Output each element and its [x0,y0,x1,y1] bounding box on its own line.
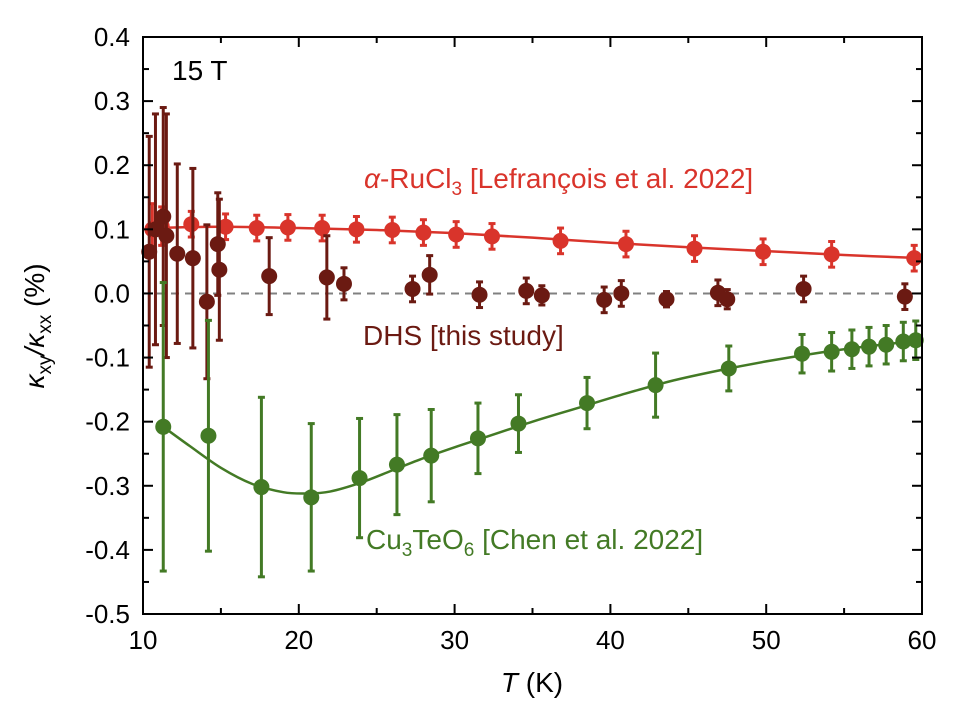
y-tick-label: 0.3 [94,86,130,116]
series-cu3teo6 [155,281,924,579]
data-point [335,275,352,292]
data-point [279,219,296,236]
data-point [471,286,488,303]
series-label-cu3teo6: Cu3TeO6 [Chen et al. 2022] [366,524,703,561]
data-point [895,333,912,350]
data-point [794,345,811,362]
y-tick-label: -0.1 [85,343,130,373]
data-point [217,218,234,235]
y-tick-label: 0.0 [94,278,130,308]
plot-marks [141,106,924,579]
data-point [184,250,201,267]
data-point [155,208,172,225]
fit-curve-rucl3 [152,225,923,260]
data-point [248,220,265,237]
data-point [823,246,840,263]
data-point [469,430,486,447]
data-point [907,332,924,349]
data-point [384,221,401,238]
data-point [253,479,270,496]
data-point [404,280,421,297]
data-point [719,291,736,308]
data-point [843,341,860,358]
data-point [141,243,158,260]
axis-ticks [142,36,923,615]
x-tick-label: 50 [752,625,781,655]
y-axis-title: κxy/κxx (%) [19,263,56,388]
data-point [421,266,438,283]
y-tick-label: 0.2 [94,150,130,180]
data-point [647,377,664,394]
data-point [303,489,320,506]
x-tick-label: 30 [440,625,469,655]
data-point [388,456,405,473]
x-tick-label: 20 [284,625,313,655]
series-label-dhs: DHS [this study] [363,320,564,351]
data-point [613,285,630,302]
data-point [720,360,737,377]
data-point [423,447,440,464]
data-point [318,269,335,286]
x-tick-labels: 10 20 30 40 50 60 [129,625,937,655]
data-point [415,224,432,241]
field-label: 15 T [172,55,228,86]
y-tick-label: 0.1 [94,214,130,244]
data-point [158,227,175,244]
x-tick-label: 10 [129,625,158,655]
data-point [483,228,500,245]
x-tick-label: 60 [908,625,937,655]
data-point [579,395,596,412]
data-point [596,291,613,308]
data-point [533,287,550,304]
y-tick-label: 0.4 [94,22,130,52]
y-tick-label: -0.5 [85,599,130,629]
data-point [183,216,200,233]
x-axis-title: T (K) [501,667,563,698]
data-point [510,415,527,432]
series-dhs [141,106,913,381]
y-tick-labels: -0.5 -0.4 -0.3 -0.2 -0.1 0.0 0.1 0.2 0.3 0.4 [85,22,130,629]
series-label-rucl3: α-RuCl3 [Lefrançois et al. 2022] [364,163,753,200]
data-point [211,261,228,278]
y-tick-label: -0.3 [85,471,130,501]
data-point [155,418,172,435]
data-point [658,291,675,308]
data-point [169,245,186,262]
data-point [198,293,215,310]
y-tick-label: -0.2 [85,407,130,437]
data-point [552,232,569,249]
data-point [518,282,535,299]
data-point [351,470,368,487]
data-point [686,240,703,257]
data-point [823,343,840,360]
data-point [200,427,217,444]
x-tick-label: 40 [596,625,625,655]
data-point [878,336,895,353]
data-point [314,220,331,237]
data-point [861,338,878,355]
data-point [795,280,812,297]
data-point [755,243,772,260]
y-tick-label: -0.4 [85,535,130,565]
data-point [348,221,365,238]
data-point [448,226,465,243]
data-point [896,288,913,305]
data-point [906,250,923,267]
data-point [261,268,278,285]
data-point [617,236,634,253]
data-point [209,236,226,253]
